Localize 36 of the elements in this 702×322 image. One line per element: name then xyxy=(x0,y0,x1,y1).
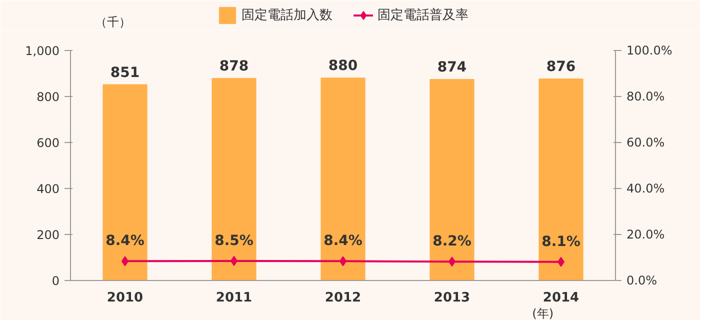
data-label: 8.5% xyxy=(214,232,254,249)
y2-tick-label: 0.0% xyxy=(626,274,657,288)
y-tick-label: 0 xyxy=(52,274,60,288)
data-label: 878 xyxy=(219,58,249,75)
y-axis-title: （千） xyxy=(95,15,132,29)
data-label: 876 xyxy=(546,59,576,76)
data-label: 880 xyxy=(328,58,358,74)
y-tick-label: 600 xyxy=(36,136,60,150)
y-tick-label: 200 xyxy=(36,228,60,242)
x-tick-label: 2011 xyxy=(216,290,252,306)
y-tick-label: 800 xyxy=(36,90,60,104)
y2-tick-label: 60.0% xyxy=(626,136,665,150)
x-tick-label: 2014 xyxy=(542,290,580,306)
bar xyxy=(320,78,366,280)
data-label: 8.1% xyxy=(542,234,580,250)
x-axis-title: (年) xyxy=(532,306,554,320)
bar xyxy=(538,78,584,280)
x-tick-label: 2013 xyxy=(434,290,470,306)
x-tick-label: 2012 xyxy=(324,290,362,306)
data-label: 851 xyxy=(110,64,140,81)
data-label: 8.4% xyxy=(324,233,362,250)
bar xyxy=(212,78,256,280)
y2-tick-label: 100.0% xyxy=(626,44,672,58)
data-label: 8.2% xyxy=(432,234,472,250)
data-label: 8.4% xyxy=(106,233,144,250)
data-label: 874 xyxy=(437,59,467,76)
legend-label: 固定電話普及率 xyxy=(378,6,468,24)
y2-tick-label: 80.0% xyxy=(626,90,665,104)
x-tick-label: 2010 xyxy=(106,290,144,306)
y2-tick-label: 40.0% xyxy=(626,182,665,196)
y-tick-label: 1,000 xyxy=(25,44,60,58)
bar xyxy=(102,84,148,280)
legend-label: 固定電話加入数 xyxy=(242,7,332,24)
y-tick-label: 400 xyxy=(36,182,60,196)
y2-tick-label: 20.0% xyxy=(626,228,665,242)
bar xyxy=(430,78,474,280)
